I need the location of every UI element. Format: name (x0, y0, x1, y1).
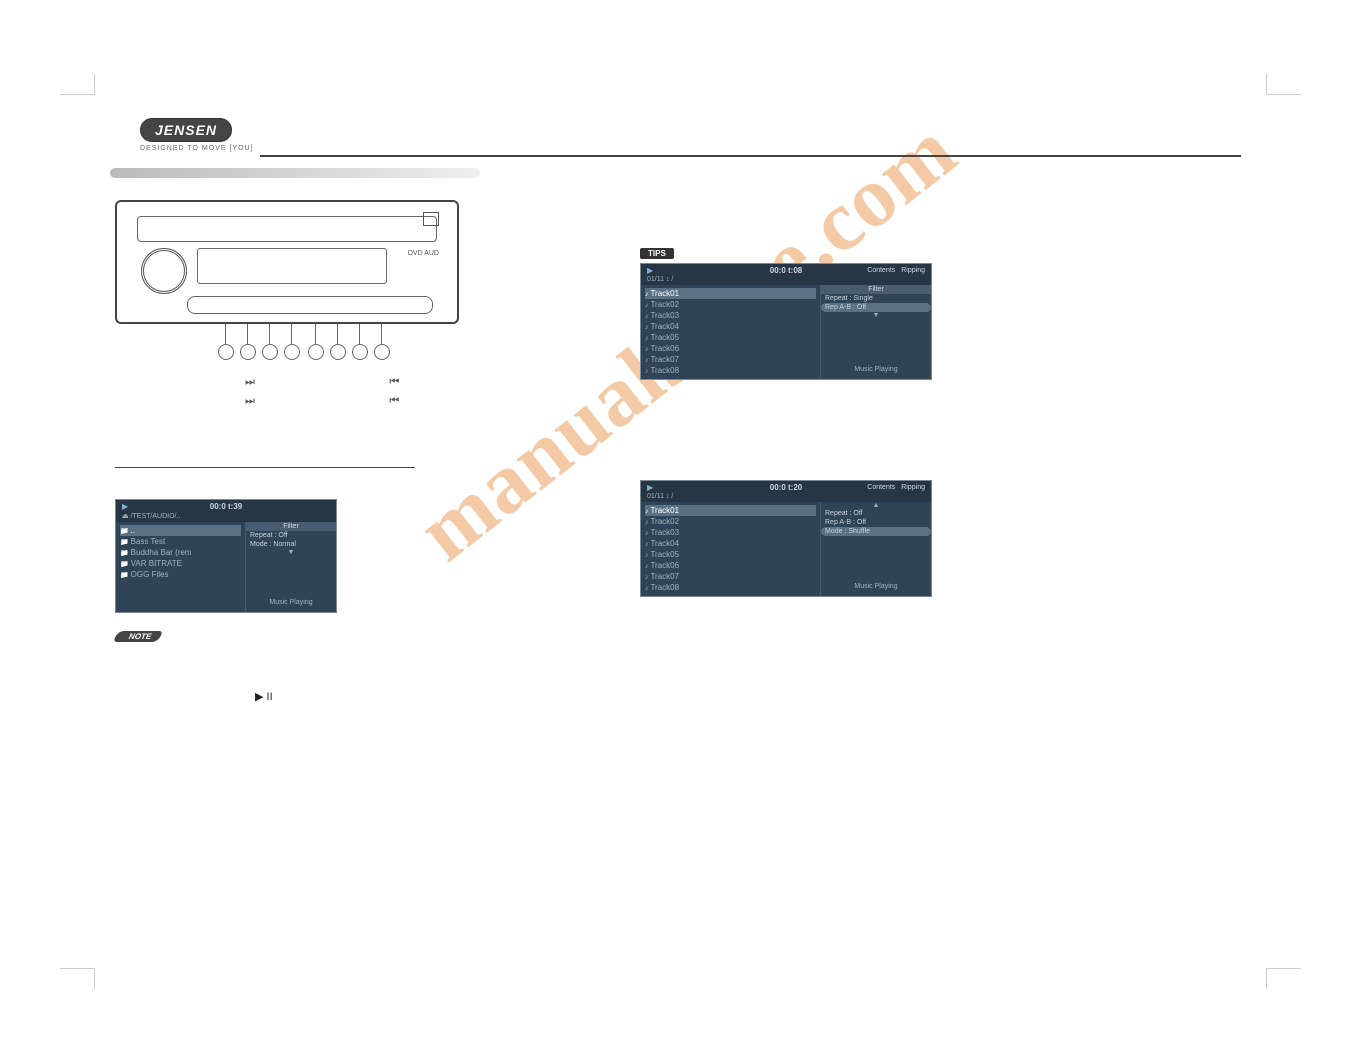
page-corner (1266, 968, 1301, 989)
panel-time: 00:0 t:39 (210, 502, 242, 511)
list-item[interactable]: Buddha Bar (rem (120, 547, 241, 558)
filter-row: Repeat : Off (821, 509, 931, 518)
play-icon: ▶ (122, 502, 128, 511)
filter-row: Rep A-B : Off (821, 518, 931, 527)
up-arrow-icon: ▲ (821, 502, 931, 509)
list-item[interactable]: Track02 (645, 299, 816, 310)
list-item[interactable]: Track01 (645, 288, 816, 299)
media-panel-tracks-bottom: ▶ 00:0 t:20 Contents Ripping 01/11 ↕ / T… (640, 480, 932, 597)
track-counter: 01/11 (647, 493, 664, 500)
filter-header: Filter (821, 285, 931, 294)
list-item[interactable]: .. (120, 525, 241, 536)
list-item[interactable]: Track04 (645, 321, 816, 332)
header-rule (260, 155, 1241, 157)
tips-badge: TIPS (640, 248, 674, 259)
track-list: Track01 Track02 Track03 Track04 Track05 … (641, 285, 820, 379)
media-panel-folders: ▶ 00:0 t:39 ⏏ /TEST/AUDIO/.. .. Bass Tes… (115, 499, 337, 613)
tab-ripping[interactable]: Ripping (899, 484, 927, 491)
panel-time: 00:0 t:20 (770, 483, 802, 492)
track-list: Track01 Track02 Track03 Track04 Track05 … (641, 502, 820, 596)
play-icon: ▶ (647, 266, 653, 275)
list-item[interactable]: Track07 (645, 571, 816, 582)
media-panel-tracks-top: ▶ 00:0 t:08 Contents Ripping 01/11 ↕ / T… (640, 263, 932, 380)
panel-path: /TEST/AUDIO/.. (131, 513, 181, 520)
down-arrow-icon: ▼ (246, 549, 336, 556)
tab-ripping[interactable]: Ripping (899, 267, 927, 274)
body-text (115, 472, 535, 485)
section-divider (115, 467, 415, 468)
note-badge: NOTE (114, 631, 162, 642)
list-item[interactable]: Track07 (645, 354, 816, 365)
radio-badge: DVD AUD (408, 250, 439, 258)
list-item[interactable]: Track03 (645, 527, 816, 538)
brand-block: JENSEN DESIGNED TO MOVE [YOU] (140, 118, 254, 152)
tab-contents[interactable]: Contents (865, 484, 897, 491)
list-item[interactable]: Track05 (645, 549, 816, 560)
control-symbols-row2: ⏭ ⏮ (245, 395, 455, 408)
list-item[interactable]: Track08 (645, 582, 816, 593)
tab-contents[interactable]: Contents (865, 267, 897, 274)
panel-status: Music Playing (246, 593, 336, 612)
list-item[interactable]: Track01 (645, 505, 816, 516)
panel-time: 00:0 t:08 (770, 266, 802, 275)
list-item[interactable]: Bass Test (120, 536, 241, 547)
track-counter: 01/11 (647, 276, 664, 283)
list-item[interactable]: Track03 (645, 310, 816, 321)
list-item[interactable]: VAR BITRATE (120, 558, 241, 569)
filter-header: Filter (246, 522, 336, 531)
folder-list: .. Bass Test Buddha Bar (rem VAR BITRATE… (116, 522, 245, 612)
filter-row: Mode : Shuffle (821, 527, 931, 536)
section-heading (115, 454, 535, 466)
list-item[interactable]: Track08 (645, 365, 816, 376)
filter-row: Mode : Normal (246, 540, 336, 549)
radio-illustration: DVD AUD ⏭ ⏮ ⏭ ⏮ (115, 200, 455, 408)
filter-row: Repeat : Off (246, 531, 336, 540)
list-item[interactable]: Track05 (645, 332, 816, 343)
down-arrow-icon: ▼ (821, 312, 931, 319)
list-item[interactable]: OGG Files (120, 569, 241, 580)
header-subrule (110, 168, 480, 178)
filter-row: Repeat : Single (821, 294, 931, 303)
play-icon: ▶ (647, 483, 653, 492)
nav-icon: ↕ / (666, 493, 673, 500)
page-corner (1266, 74, 1301, 95)
panel-status: Music Playing (821, 360, 931, 379)
list-item[interactable]: Track02 (645, 516, 816, 527)
left-column: DVD AUD ⏭ ⏮ ⏭ ⏮ ▶ 00: (115, 200, 535, 706)
note-text (115, 648, 535, 661)
brand-logo: JENSEN (140, 118, 232, 142)
list-item[interactable]: Track04 (645, 538, 816, 549)
panel-status: Music Playing (821, 577, 931, 596)
control-symbols-row1: ⏭ ⏮ (245, 376, 455, 389)
play-pause-symbol: ▶ II (255, 690, 535, 705)
radio-callouts (115, 324, 455, 372)
right-column: TIPS ▶ 00:0 t:08 Contents Ripping 01/11 … (640, 200, 1060, 597)
list-item[interactable]: Track06 (645, 343, 816, 354)
path-indicator: ⏏ (122, 513, 131, 520)
nav-icon: ↕ / (666, 276, 673, 283)
filter-row: Rep A-B : Off (821, 303, 931, 312)
page-corner (60, 74, 95, 95)
list-item[interactable]: Track06 (645, 560, 816, 571)
page-corner (60, 968, 95, 989)
brand-tagline: DESIGNED TO MOVE [YOU] (140, 145, 254, 152)
